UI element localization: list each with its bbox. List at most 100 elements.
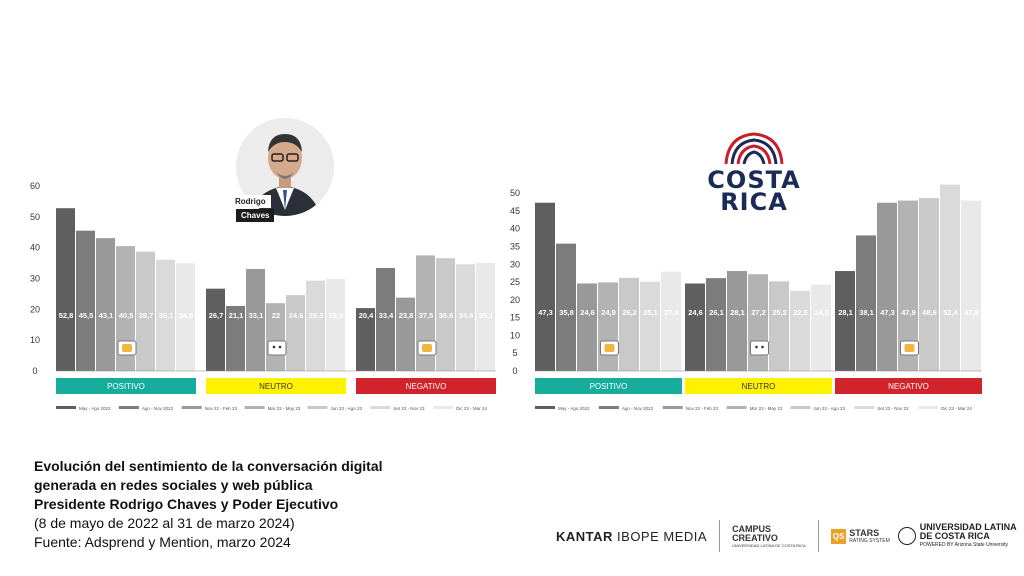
photo-name-last: Chaves bbox=[236, 209, 275, 222]
category-box bbox=[535, 378, 682, 394]
universidad-latina-logo: UNIVERSIDAD LATINA DE COSTA RICA POWERED… bbox=[897, 521, 1017, 550]
y-tick-label: 10 bbox=[30, 335, 40, 345]
bar bbox=[898, 200, 918, 371]
bar bbox=[769, 281, 789, 371]
legend-label: Dic 23 - Mar 24 bbox=[456, 406, 487, 411]
y-tick-label: 40 bbox=[30, 243, 40, 253]
logo-text-line1: COSTA bbox=[707, 166, 801, 194]
legend-label: Jun 23 - Ago 23 bbox=[813, 406, 845, 411]
legend-label: Set 23 - Nov 23 bbox=[877, 406, 909, 411]
bar bbox=[811, 284, 831, 371]
bar bbox=[577, 283, 597, 371]
data-label: 24,6 bbox=[580, 308, 595, 317]
bar bbox=[748, 274, 768, 371]
legend-swatch bbox=[726, 406, 747, 409]
data-label: 43,1 bbox=[99, 311, 114, 320]
data-label: 47,3 bbox=[538, 308, 553, 317]
bar bbox=[940, 184, 960, 371]
bar bbox=[286, 295, 305, 371]
category-box bbox=[206, 378, 346, 394]
category-box bbox=[56, 378, 196, 394]
footer-divider bbox=[719, 520, 721, 552]
bar bbox=[376, 268, 395, 371]
legend-swatch bbox=[370, 406, 391, 409]
category-box bbox=[835, 378, 982, 394]
neutral-face-eye bbox=[272, 345, 276, 349]
y-tick-label: 45 bbox=[510, 206, 520, 216]
costa-rica-arc-icon bbox=[724, 132, 784, 165]
bar bbox=[226, 305, 245, 371]
y-tick-label: 20 bbox=[510, 295, 520, 305]
data-label: 24,6 bbox=[289, 311, 304, 320]
data-label: 26,1 bbox=[709, 308, 724, 317]
campus-line-2: CREATIVO bbox=[732, 532, 778, 543]
legend-swatch bbox=[918, 406, 939, 409]
data-label: 47,9 bbox=[901, 308, 916, 317]
kantar-ibope-logo: KANTAR IBOPE MEDIA bbox=[556, 529, 707, 544]
bar bbox=[556, 243, 576, 371]
stars-line-2: RATING SYSTEM bbox=[849, 538, 890, 544]
ulat-line-1: UNIVERSIDAD LATINA bbox=[919, 521, 1017, 532]
y-tick-label: 35 bbox=[510, 241, 520, 251]
legend-label: Set 23 - Nov 23 bbox=[393, 406, 425, 411]
data-label: 26,7 bbox=[209, 311, 224, 320]
y-tick-label: 50 bbox=[510, 188, 520, 198]
data-label: 35,1 bbox=[479, 311, 494, 320]
data-label: 36,6 bbox=[439, 311, 454, 320]
caption-source: Fuente: Adsprend y Mention, marzo 2024 bbox=[34, 534, 291, 550]
legend-label: Ago - Nov 2022 bbox=[142, 406, 174, 411]
photo-name-first: Rodrigo bbox=[230, 195, 271, 208]
data-label: 25,2 bbox=[772, 308, 787, 317]
legend-swatch bbox=[181, 406, 202, 409]
legend-swatch bbox=[535, 406, 555, 409]
y-tick-label: 40 bbox=[510, 224, 520, 234]
bar bbox=[961, 200, 981, 371]
footer-logos: KANTAR IBOPE MEDIA CAMPUS CREATIVO UNIVE… bbox=[556, 516, 1017, 556]
ulat-sub: POWERED BY Arizona State University bbox=[919, 541, 1009, 548]
chart-poder-ejecutivo: 0 5 10 15 20 25 30 35 40 45 50 47,3 35,8 24,6 24,9 26,2… bbox=[510, 184, 982, 411]
y-tick-label: 15 bbox=[510, 313, 520, 323]
legend-swatch bbox=[662, 406, 683, 409]
legend-label: Dic 23 - Mar 24 bbox=[941, 406, 972, 411]
bar bbox=[136, 251, 155, 371]
category-label: NEGATIVO bbox=[406, 382, 447, 391]
category-label: POSITIVO bbox=[590, 382, 628, 391]
neutral-face-icon bbox=[750, 340, 769, 356]
costa-rica-logo: COSTA RICA bbox=[704, 130, 804, 214]
qs-badge: QS bbox=[830, 528, 847, 544]
campus-line-1: CAMPUS bbox=[732, 523, 772, 534]
bar bbox=[640, 281, 660, 371]
legend-label: Ago - Nov 2022 bbox=[622, 406, 654, 411]
data-label: 24,6 bbox=[688, 308, 703, 317]
neutral-face-eye bbox=[761, 345, 764, 349]
data-label: 29,3 bbox=[309, 311, 324, 320]
thumb-shape bbox=[904, 344, 915, 352]
bar bbox=[619, 277, 639, 371]
caption: Evolución del sentimiento de la conversa… bbox=[34, 457, 474, 552]
data-label: 29,9 bbox=[329, 311, 344, 320]
data-label: 45,5 bbox=[79, 311, 94, 320]
y-tick-label: 5 bbox=[512, 348, 517, 358]
bar bbox=[356, 308, 375, 371]
y-tick-label: 0 bbox=[512, 366, 517, 376]
globe-icon bbox=[897, 527, 916, 545]
legend-swatch bbox=[307, 406, 328, 409]
bar bbox=[706, 278, 726, 371]
legend-swatch bbox=[433, 406, 454, 409]
bar bbox=[598, 282, 618, 371]
bar bbox=[76, 230, 95, 371]
bar bbox=[396, 297, 415, 371]
data-label: 35,8 bbox=[559, 308, 574, 317]
y-tick-label: 30 bbox=[30, 274, 40, 284]
data-label: 37,5 bbox=[419, 311, 434, 320]
bar bbox=[856, 235, 876, 371]
thumb-shape bbox=[122, 344, 132, 352]
campus-sub: UNIVERSIDAD LATINA DE COSTA RICA bbox=[732, 542, 806, 548]
legend-label: Jun 23 - Ago 23 bbox=[330, 406, 362, 411]
data-label: 24,3 bbox=[814, 308, 829, 317]
bar bbox=[96, 238, 115, 371]
y-tick-label: 30 bbox=[510, 259, 520, 269]
legend-label: Mar 23 - May 23 bbox=[750, 406, 783, 411]
thumb-shape bbox=[422, 344, 432, 352]
campus-creativo-logo: CAMPUS CREATIVO UNIVERSIDAD LATINA DE CO… bbox=[732, 523, 806, 548]
